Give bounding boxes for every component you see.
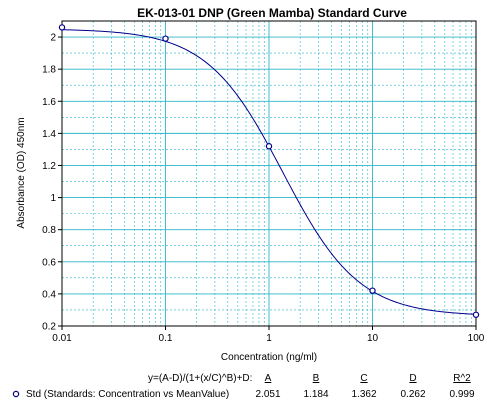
x-tick-label: 100 <box>468 333 485 344</box>
x-tick-label: 0.01 <box>52 333 72 344</box>
data-point <box>369 287 376 294</box>
data-point <box>58 24 66 31</box>
y-tick-label: 2 <box>50 33 56 44</box>
y-tick-label: 1.2 <box>42 161 56 172</box>
fit-value-b: 1.184 <box>303 389 328 400</box>
y-tick-label: 1.6 <box>42 97 56 108</box>
fit-value-a: 2.051 <box>255 389 280 400</box>
fit-header-a: A <box>265 373 272 384</box>
data-points <box>58 24 480 318</box>
grid-minor <box>62 20 476 326</box>
fit-value-r2: 0.999 <box>449 389 474 400</box>
fit-parameter-values: 2.051 1.184 1.362 0.262 0.999 <box>255 389 474 400</box>
x-axis-ticks: 0.01 0.1 1 10 100 <box>52 326 485 344</box>
y-tick-label: 0.2 <box>42 322 56 333</box>
fit-value-c: 1.362 <box>351 389 376 400</box>
x-tick-label: 1 <box>266 333 272 344</box>
fit-header-r2: R^2 <box>453 373 471 384</box>
fit-header-d: D <box>409 373 416 384</box>
x-tick-label: 0.1 <box>159 333 173 344</box>
y-tick-label: 0.8 <box>42 225 56 236</box>
y-tick-label: 1.8 <box>42 65 56 76</box>
fit-equation: y=(A-D)/(1+(x/C)^B)+D: <box>148 373 252 384</box>
legend-marker <box>12 390 20 398</box>
data-point <box>162 35 169 42</box>
y-tick-label: 0.4 <box>42 289 56 300</box>
legend-series-label: Std (Standards: Concentration vs MeanVal… <box>26 389 229 400</box>
data-point <box>472 311 480 318</box>
y-tick-label: 1.4 <box>42 129 56 140</box>
fit-header-b: B <box>313 373 320 384</box>
fit-parameter-headers: A B C D R^2 <box>265 373 472 384</box>
y-axis-ticks: 0.2 0.4 0.6 0.8 1 1.2 1.4 1.6 1.8 2 <box>42 33 62 333</box>
y-axis-label: Absorbance (OD) 450nm <box>16 117 27 228</box>
y-tick-label: 1 <box>50 193 56 204</box>
y-tick-label: 0.6 <box>42 257 56 268</box>
x-tick-label: 10 <box>367 333 379 344</box>
x-axis-label: Concentration (ng/ml) <box>221 352 317 363</box>
data-point <box>265 143 273 150</box>
fit-header-c: C <box>360 373 367 384</box>
chart-title: EK-013-01 DNP (Green Mamba) Standard Cur… <box>137 6 407 20</box>
fit-value-d: 0.262 <box>400 389 425 400</box>
